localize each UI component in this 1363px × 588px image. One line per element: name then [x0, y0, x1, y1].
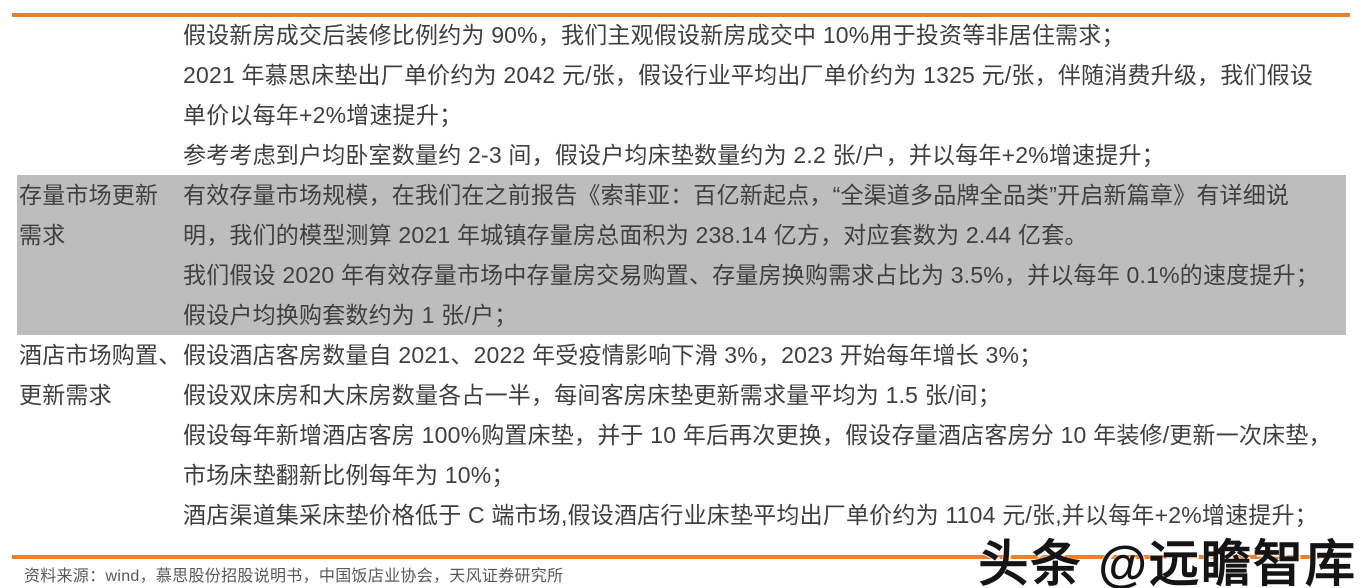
assumption-line: 市场床垫翻新比例每年为 10%；	[183, 462, 515, 488]
assumption-line: 假设每年新增酒店客房 100%购置床垫，并于 10 年后再次更换，假设存量酒店客…	[183, 422, 1332, 448]
table-row-hotel-market: 酒店市场购置、 更新需求 假设酒店客房数量自 2021、2022 年受疫情影响下…	[17, 335, 1346, 535]
row-header-line: 更新需求	[19, 382, 112, 408]
row-header-line: 存量市场更新	[19, 182, 159, 208]
assumption-line: 有效存量市场规模，在我们在之前报告《索菲亚：百亿新起点，“全渠道多品牌全品类”开…	[183, 182, 1290, 208]
assumption-line: 假设双床房和大床房数量各占一半，每间客房床垫更新需求量平均为 1.5 张/间；	[183, 382, 1001, 408]
row-content-cell: 假设新房成交后装修比例约为 90%，我们主观假设新房成交中 10%用于投资等非居…	[183, 15, 1346, 175]
assumption-line: 2021 年慕思床垫出厂单价约为 2042 元/张，假设行业平均出厂单价约为 1…	[183, 62, 1314, 88]
top-divider-rule	[12, 13, 1350, 17]
assumption-line: 假设户均换购套数约为 1 张/户；	[183, 302, 518, 328]
assumption-line: 单价以每年+2%增速提升；	[183, 102, 463, 128]
row-content-cell: 有效存量市场规模，在我们在之前报告《索菲亚：百亿新起点，“全渠道多品牌全品类”开…	[183, 175, 1346, 335]
source-note: 资料来源：wind，慕思股份招股说明书，中国饭店业协会，天风证券研究所	[24, 568, 564, 585]
assumption-line: 参考考虑到户均卧室数量约 2-3 间，假设户均床垫数量约为 2.2 张/户，并以…	[183, 142, 1165, 168]
row-header-line	[19, 15, 183, 55]
assumption-line: 我们假设 2020 年有效存量市场中存量房交易购置、存量房换购需求占比为 3.5…	[183, 262, 1319, 288]
toutiao-watermark: 头条 @远瞻智库	[978, 536, 1357, 588]
table-row-stock-market-renewal: 存量市场更新 需求 有效存量市场规模，在我们在之前报告《索菲亚：百亿新起点，“全…	[17, 175, 1346, 335]
assumption-line: 假设新房成交后装修比例约为 90%，我们主观假设新房成交中 10%用于投资等非居…	[183, 22, 1125, 48]
row-header-cell	[17, 15, 183, 175]
row-header-cell: 存量市场更新 需求	[17, 175, 183, 335]
assumption-line: 明，我们的模型测算 2021 年城镇存量房总面积为 238.14 亿方，对应套数…	[183, 222, 1088, 248]
assumption-line: 酒店渠道集采床垫价格低于 C 端市场,假设酒店行业床垫平均出厂单价约为 1104…	[183, 502, 1318, 528]
table-row-new-home-assumptions: 假设新房成交后装修比例约为 90%，我们主观假设新房成交中 10%用于投资等非居…	[17, 15, 1346, 175]
assumptions-table: 假设新房成交后装修比例约为 90%，我们主观假设新房成交中 10%用于投资等非居…	[17, 15, 1346, 535]
row-content-cell: 假设酒店客房数量自 2021、2022 年受疫情影响下滑 3%，2023 开始每…	[183, 335, 1346, 535]
row-header-line: 酒店市场购置、	[19, 342, 182, 368]
row-header-line	[19, 55, 183, 95]
bottom-divider-rule	[12, 555, 1350, 559]
assumption-line: 假设酒店客房数量自 2021、2022 年受疫情影响下滑 3%，2023 开始每…	[183, 342, 1043, 368]
row-header-line: 需求	[19, 222, 66, 248]
row-header-cell: 酒店市场购置、 更新需求	[17, 335, 183, 535]
